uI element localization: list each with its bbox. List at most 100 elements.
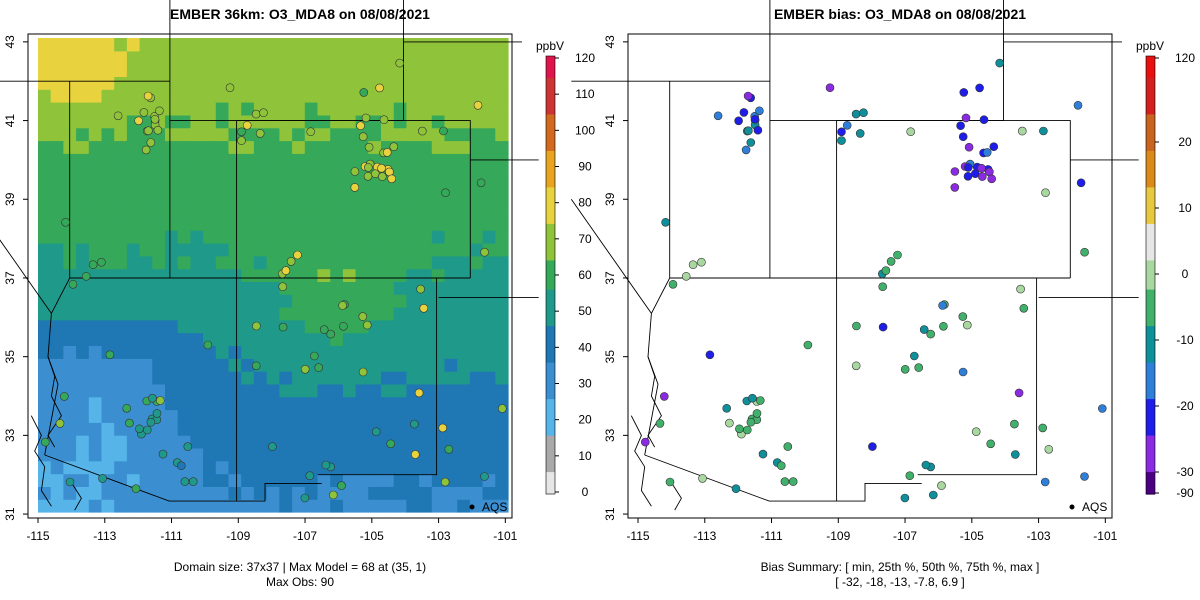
grid-cell — [101, 127, 115, 142]
grid-cell — [215, 89, 230, 103]
grid-cell — [292, 447, 306, 462]
grid-cell — [368, 383, 382, 398]
aqs-site-point — [419, 303, 429, 313]
grid-cell — [330, 102, 344, 116]
grid-cell — [381, 460, 395, 475]
colorbar-segment — [1146, 450, 1155, 459]
grid-cell — [444, 345, 458, 359]
colorbar-segment — [1146, 172, 1155, 181]
colorbar-segment — [546, 464, 555, 473]
grid-cell — [241, 422, 255, 436]
grid-cell — [88, 460, 103, 475]
grid-cell — [457, 255, 471, 270]
aqs-site-point — [389, 142, 399, 151]
aqs-site-point — [473, 101, 483, 110]
grid-cell — [203, 307, 217, 321]
grid-cell — [190, 371, 204, 385]
colorbar-segment — [1146, 267, 1155, 276]
grid-cell — [342, 473, 357, 487]
grid-cell — [241, 217, 255, 231]
grid-cell — [126, 319, 141, 334]
grid-cell — [38, 268, 52, 282]
grid-cell — [469, 307, 484, 321]
grid-cell — [469, 38, 484, 52]
grid-cell — [101, 294, 115, 308]
grid-cell — [457, 178, 471, 193]
grid-cell — [190, 345, 204, 359]
grid-cell — [304, 332, 319, 346]
aqs-site-point — [480, 472, 489, 481]
grid-cell — [355, 460, 369, 475]
grid-cell — [393, 166, 407, 180]
grid-cell — [266, 447, 280, 462]
grid-cell — [101, 63, 115, 77]
aqs-site-point — [55, 419, 65, 428]
aqs-site-point — [906, 127, 916, 136]
grid-cell — [190, 76, 204, 90]
grid-cell — [330, 383, 344, 398]
grid-cell — [126, 102, 141, 116]
grid-cell — [177, 268, 191, 282]
grid-cell — [38, 89, 52, 103]
grid-cell — [457, 281, 471, 295]
colorbar-segment — [546, 129, 555, 137]
colorbar-segment — [546, 187, 555, 196]
grid-cell — [342, 383, 357, 398]
grid-cell — [482, 191, 496, 206]
grid-cell — [101, 319, 115, 334]
grid-cell — [76, 204, 90, 218]
aqs-site-point — [363, 163, 373, 172]
grid-cell — [114, 486, 128, 500]
grid-cell — [114, 255, 128, 270]
grid-cell — [482, 204, 496, 218]
grid-cell — [190, 268, 204, 282]
grid-cell — [63, 396, 77, 411]
grid-cell — [355, 345, 369, 359]
grid-cell — [393, 409, 407, 423]
grid-cell — [266, 307, 280, 321]
grid-cell — [76, 50, 90, 65]
grid-cell — [368, 358, 382, 372]
grid-cell — [215, 371, 230, 385]
y-tick-label: 35 — [3, 350, 17, 364]
grid-cell — [431, 217, 446, 231]
colorbar-frame — [1145, 55, 1156, 495]
grid-cell — [393, 358, 407, 372]
state-borders — [570, 0, 1139, 511]
aqs-site-point — [746, 138, 756, 147]
colorbar-segment — [1146, 150, 1155, 159]
grid-cell — [165, 153, 179, 167]
grid-cell — [381, 307, 395, 321]
grid-cell — [215, 307, 230, 321]
grid-cell — [444, 499, 458, 513]
grid-cell — [279, 153, 293, 167]
grid-cell — [330, 217, 344, 231]
grid-cell — [292, 409, 306, 423]
colorbar-segment — [546, 85, 555, 94]
grid-cell — [330, 435, 344, 449]
grid-cell — [279, 127, 293, 142]
grid-cell — [317, 409, 331, 423]
aqs-site-point — [259, 108, 268, 117]
grid-cell — [253, 153, 268, 167]
aqs-site-point — [98, 474, 107, 483]
grid-cell — [203, 114, 217, 129]
grid-cell — [165, 332, 179, 346]
grid-cell — [457, 127, 471, 142]
grid-cell — [63, 409, 77, 423]
grid-cell — [279, 358, 293, 372]
grid-cell — [431, 447, 446, 462]
grid-cell — [393, 140, 407, 154]
colorbar-segment — [1146, 85, 1155, 94]
grid-cell — [342, 422, 357, 436]
grid-cell — [38, 38, 52, 52]
grid-cell — [152, 499, 166, 513]
grid-cell — [457, 499, 471, 513]
grid-cell — [215, 294, 230, 308]
grid-cell — [165, 409, 179, 423]
grid-cell — [266, 230, 280, 244]
grid-cell — [495, 38, 509, 52]
grid-cell — [228, 217, 242, 231]
state-borders — [0, 0, 539, 511]
